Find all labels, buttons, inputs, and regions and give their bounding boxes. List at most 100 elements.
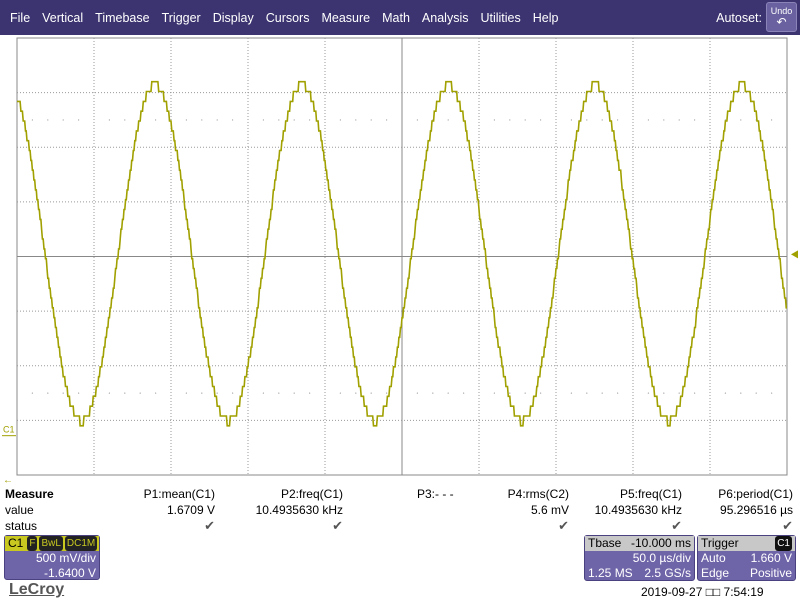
timebase-descriptor[interactable]: Tbase -10.000 ms 50.0 µs/div 1.25 MS 2.5 G… bbox=[584, 535, 695, 581]
grid-minor-dot bbox=[601, 392, 603, 394]
timebase-rate: 2.5 GS/s bbox=[644, 566, 691, 580]
timebase-delay: -10.000 ms bbox=[630, 536, 691, 550]
trigger-label: Trigger bbox=[701, 536, 739, 550]
grid-minor-dot bbox=[339, 392, 341, 394]
grid-minor-dot bbox=[570, 392, 573, 394]
grid-minor-dot bbox=[540, 119, 542, 121]
grid-minor-dot bbox=[447, 119, 449, 121]
measure-param-4-name[interactable]: P4:rms(C2) bbox=[507, 487, 569, 501]
grid-minor-dot bbox=[31, 119, 33, 121]
grid-minor-dot bbox=[155, 392, 157, 394]
grid-minor-dot bbox=[139, 392, 141, 394]
measure-param-4-value: 5.6 mV bbox=[530, 503, 569, 517]
menu-analysis[interactable]: Analysis bbox=[421, 10, 469, 25]
grid-minor-dot bbox=[386, 392, 388, 394]
grid-minor-dot bbox=[293, 119, 295, 121]
measure-header: Measure bbox=[5, 487, 54, 501]
grid-minor-dot bbox=[724, 392, 727, 394]
grid-minor-dot bbox=[586, 119, 588, 121]
channel-tag: DC1M bbox=[64, 536, 98, 551]
grid-minor-dot bbox=[524, 119, 526, 121]
grid-minor-dot bbox=[232, 119, 234, 121]
menu-math[interactable]: Math bbox=[382, 10, 410, 25]
menu-help[interactable]: Help bbox=[532, 10, 559, 25]
grid-minor-dot bbox=[293, 392, 295, 394]
waveform-grid[interactable]: C1 ← bbox=[0, 35, 800, 485]
channel-name: C1 bbox=[8, 536, 24, 550]
lecroy-logo: LeCroy bbox=[9, 581, 65, 598]
waveform-c1 bbox=[17, 80, 787, 427]
trigger-descriptor[interactable]: Trigger C1 Auto 1.660 V Edge Positive bbox=[697, 535, 796, 581]
grid-minor-dot bbox=[678, 392, 680, 394]
grid-minor-dot bbox=[155, 119, 157, 121]
grid-minor-dot bbox=[278, 119, 280, 121]
trigger-level-marker bbox=[791, 250, 798, 259]
grid-minor-dot bbox=[386, 119, 388, 121]
measure-param-5-name[interactable]: P5:freq(C1) bbox=[619, 487, 682, 501]
grid-minor-dot bbox=[262, 392, 264, 394]
trigger-mode: Auto bbox=[701, 551, 726, 565]
grid-minor-dot bbox=[509, 392, 511, 394]
menu-display[interactable]: Display bbox=[212, 10, 254, 25]
grid-minor-dot bbox=[493, 392, 495, 394]
grid-minor-dot bbox=[617, 392, 619, 394]
menu-utilities[interactable]: Utilities bbox=[480, 10, 521, 25]
menu-file[interactable]: File bbox=[10, 10, 31, 25]
trigger-source: C1 bbox=[775, 536, 792, 551]
grid-minor-dot bbox=[755, 392, 757, 394]
undo-button[interactable]: Undo ↶ bbox=[766, 2, 797, 32]
grid-minor-dot bbox=[740, 119, 742, 121]
grid-minor-dot bbox=[278, 392, 280, 394]
measure-param-1-value: 1.6709 V bbox=[166, 503, 215, 517]
grid-minor-dot bbox=[124, 392, 126, 394]
grid-minor-dot bbox=[47, 119, 49, 121]
grid-minor-dot bbox=[570, 119, 573, 121]
grid-minor-dot bbox=[108, 392, 110, 394]
status-check-icon: ✔ bbox=[558, 518, 569, 533]
grid-minor-dot bbox=[694, 392, 696, 394]
grid-minor-dot bbox=[339, 119, 341, 121]
grid-minor-dot bbox=[771, 119, 773, 121]
grid-minor-dot bbox=[617, 119, 619, 121]
grid-minor-dot bbox=[216, 392, 218, 394]
trigger-slope: Positive bbox=[749, 566, 792, 580]
undo-icon: ↶ bbox=[776, 15, 787, 29]
grid-minor-dot bbox=[524, 392, 526, 394]
grid-minor-dot bbox=[663, 392, 665, 394]
menu-timebase[interactable]: Timebase bbox=[95, 10, 150, 25]
timestamp: 2019-09-27 □□ 7:54:19 bbox=[641, 585, 764, 599]
measure-param-1-name[interactable]: P1:mean(C1) bbox=[143, 487, 215, 501]
grid-minor-dot bbox=[463, 392, 465, 394]
channel-scale: 500 mV/div bbox=[35, 551, 96, 565]
measure-param-6-name[interactable]: P6:period(C1) bbox=[718, 487, 793, 501]
grid-minor-dot bbox=[647, 119, 650, 121]
status-check-icon: ✔ bbox=[204, 518, 215, 533]
grid-minor-dot bbox=[62, 392, 64, 394]
measure-value-label: value bbox=[5, 503, 34, 517]
trigger-type: Edge bbox=[701, 566, 730, 580]
menu-trigger[interactable]: Trigger bbox=[161, 10, 201, 25]
measure-param-3-name[interactable]: P3:- - - bbox=[417, 487, 454, 501]
grid-minor-dot bbox=[493, 119, 495, 121]
grid-minor-dot bbox=[447, 392, 449, 394]
grid-minor-dot bbox=[416, 119, 418, 121]
grid-minor-dot bbox=[185, 392, 187, 394]
grid-minor-dot bbox=[771, 392, 773, 394]
menu-cursors[interactable]: Cursors bbox=[265, 10, 310, 25]
menu-bar: File Vertical Timebase Trigger Display Cursor… bbox=[0, 0, 800, 35]
channel-c1-descriptor[interactable]: C1 F BwL DC1M 500 mV/div -1.6400 V bbox=[4, 535, 100, 580]
grid-minor-dot bbox=[31, 392, 33, 394]
autoset-label: Autoset: bbox=[716, 11, 762, 25]
grid-minor-dot bbox=[201, 392, 203, 394]
channel-tag: BwL bbox=[39, 536, 63, 551]
grid-minor-dot bbox=[108, 119, 110, 121]
grid-minor-dot bbox=[370, 119, 372, 121]
grid-minor-dot bbox=[540, 392, 542, 394]
grid-minor-dot bbox=[216, 119, 218, 121]
channel-tag: F bbox=[27, 536, 38, 551]
measure-param-2-name[interactable]: P2:freq(C1) bbox=[280, 487, 343, 501]
menu-measure[interactable]: Measure bbox=[321, 10, 371, 25]
trigger-position-arrow: ← bbox=[3, 475, 13, 485]
channel-c1-ground-marker: C1 bbox=[3, 425, 15, 435]
menu-vertical[interactable]: Vertical bbox=[42, 10, 84, 25]
